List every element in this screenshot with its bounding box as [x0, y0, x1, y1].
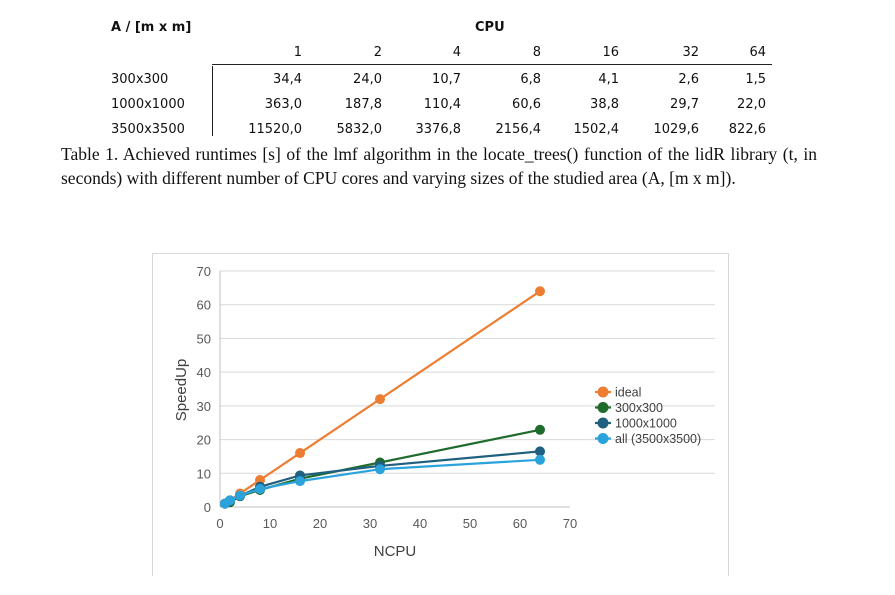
x-tick-label: 10 [263, 516, 277, 531]
table-cell: 60,6 [512, 97, 541, 112]
cpu-header: 4 [452, 45, 461, 60]
cpu-group-header: CPU [475, 20, 505, 35]
data-point [295, 476, 305, 487]
table-cell: 2156,4 [495, 122, 542, 137]
y-axis-label: SpeedUp [173, 359, 190, 422]
table-cell: 29,7 [670, 97, 699, 112]
table-cell: 22,0 [737, 97, 766, 112]
data-point [225, 495, 235, 506]
area-column-header: A / [m x m] [111, 20, 192, 35]
table-caption: Table 1. Achieved runtimes [s] of the lm… [61, 144, 817, 188]
x-tick-label: 50 [463, 516, 477, 531]
data-point [535, 454, 545, 465]
y-tick-label: 20 [197, 433, 211, 448]
data-point [375, 464, 385, 475]
table-cell: 4,1 [598, 72, 619, 87]
speedup-chart-frame [152, 253, 729, 576]
cpu-header: 1 [293, 45, 302, 60]
cpu-header: 32 [682, 45, 699, 60]
legend-label: ideal [615, 386, 641, 400]
x-axis-label: NCPU [374, 543, 417, 560]
y-tick-label: 10 [197, 466, 211, 481]
cpu-header: 8 [532, 45, 541, 60]
table-cell: 187,8 [344, 97, 382, 112]
data-point [255, 483, 265, 494]
table-cell: 1,5 [745, 72, 766, 87]
data-point [535, 286, 545, 297]
table-header-rule [212, 64, 772, 65]
row-label: 300x300 [111, 72, 169, 87]
x-tick-label: 40 [413, 516, 427, 531]
x-tick-label: 30 [363, 516, 377, 531]
cpu-header: 64 [749, 45, 766, 60]
table-cell: 3376,8 [415, 122, 462, 137]
data-point [535, 446, 545, 457]
y-tick-label: 40 [197, 365, 211, 380]
table-cell: 38,8 [590, 97, 619, 112]
x-tick-label: 60 [513, 516, 527, 531]
table-cell: 24,0 [353, 72, 382, 87]
x-tick-label: 0 [216, 516, 223, 531]
y-tick-label: 30 [197, 399, 211, 414]
table-label-rule [212, 66, 213, 136]
y-tick-label: 50 [197, 331, 211, 346]
legend-marker [597, 417, 609, 429]
table-cell: 822,6 [728, 122, 766, 137]
legend-marker [597, 402, 609, 413]
y-tick-label: 70 [197, 264, 211, 279]
table-cell: 11520,0 [248, 122, 302, 137]
cpu-header: 16 [602, 45, 619, 60]
table-cell: 2,6 [678, 72, 699, 87]
y-tick-label: 60 [197, 298, 211, 313]
table-cell: 6,8 [520, 72, 541, 87]
data-point [295, 448, 305, 459]
table-cell: 363,0 [264, 97, 302, 112]
data-point [235, 490, 245, 501]
x-tick-label: 70 [563, 516, 577, 531]
table-cell: 34,4 [273, 72, 302, 87]
table-cell: 1502,4 [573, 122, 620, 137]
y-tick-label: 0 [204, 500, 211, 515]
legend-label: 1000x1000 [615, 417, 677, 431]
row-label: 3500x3500 [111, 122, 185, 137]
runtime-table: A / [m x m] CPU 1 2 4 8 16 32 64 300x300… [0, 0, 895, 140]
legend-marker [597, 386, 609, 398]
legend-marker [597, 433, 609, 444]
cpu-header: 2 [373, 45, 382, 60]
row-label: 1000x1000 [111, 97, 185, 112]
legend-label: all (3500x3500) [615, 432, 701, 446]
legend-label: 300x300 [615, 401, 663, 415]
table-cell: 10,7 [432, 72, 461, 87]
table-cell: 1029,6 [653, 122, 700, 137]
table-cell: 110,4 [423, 97, 461, 112]
x-tick-label: 20 [313, 516, 327, 531]
table-cell: 5832,0 [336, 122, 383, 137]
data-point [535, 424, 545, 435]
data-point [375, 394, 385, 405]
